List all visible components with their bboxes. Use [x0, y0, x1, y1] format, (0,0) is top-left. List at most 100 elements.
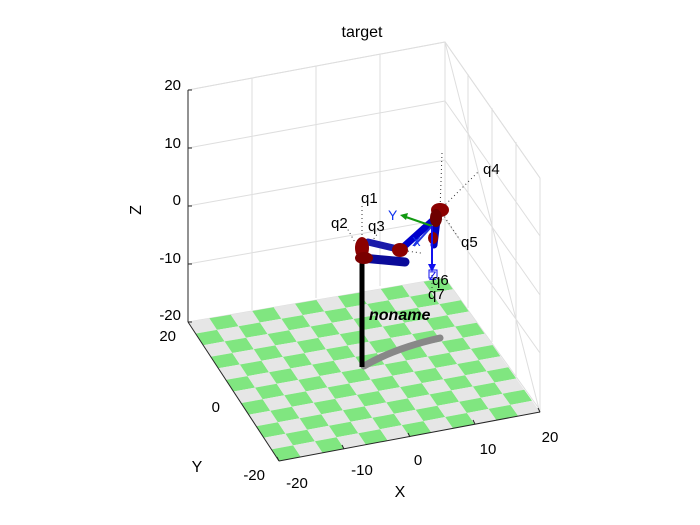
- tick-mark: [537, 407, 541, 413]
- floor-tile: [247, 372, 277, 388]
- floor-tile: [238, 322, 268, 338]
- floor-tile: [232, 349, 262, 365]
- floor-tile: [510, 400, 540, 417]
- floor-tile: [313, 398, 343, 415]
- frame-x-label: X: [412, 234, 421, 249]
- floor-tile: [431, 289, 461, 305]
- frame-z-arrowhead: [428, 264, 436, 272]
- floor-tile: [401, 421, 432, 437]
- floor-tile: [429, 390, 460, 406]
- frame-z-label: Z: [429, 269, 436, 283]
- floor-tile: [316, 296, 346, 312]
- floor-tile: [281, 315, 311, 331]
- x-tick-label: -20: [286, 475, 308, 492]
- floor-tile: [269, 368, 299, 384]
- floor-tile: [253, 345, 283, 361]
- floor-tile: [361, 326, 391, 342]
- floor-tile: [472, 382, 503, 398]
- floor-tile: [318, 334, 348, 350]
- floor-tile: [298, 376, 328, 392]
- floor-tile: [415, 405, 446, 422]
- floor-tile: [289, 326, 319, 342]
- joint-labels: q1 q2 q3 q4 q5 q6 q7: [331, 161, 500, 303]
- floor-tile: [410, 292, 440, 308]
- floor-tile: [417, 304, 448, 319]
- floor-tile: [273, 303, 303, 319]
- x-tick-label: -10: [351, 462, 373, 479]
- floor-tile: [188, 318, 217, 334]
- x-tick-labels: -20 -10 0 10 20: [286, 429, 558, 492]
- floor-tile: [370, 375, 401, 391]
- floor-tile: [224, 337, 254, 353]
- floor-tile: [439, 300, 469, 316]
- floor-tile: [267, 330, 297, 346]
- joint-cylinder: [355, 252, 373, 264]
- floor-tile: [414, 367, 444, 384]
- floor-tile: [443, 375, 473, 391]
- floor-tile: [423, 417, 453, 433]
- floor-tile: [380, 425, 410, 441]
- floor-tile: [324, 307, 354, 323]
- floor-tile: [359, 289, 389, 304]
- tick-mark: [276, 456, 280, 462]
- joint-label-q1: q1: [361, 190, 378, 207]
- floor-tile: [406, 356, 436, 372]
- frame-x-arrow: [413, 225, 433, 247]
- floor-tile: [341, 368, 371, 384]
- floor-tile: [270, 406, 300, 423]
- floor-tile: [290, 364, 320, 380]
- floor-tile: [350, 417, 380, 434]
- joint-label-q5: q5: [461, 234, 478, 251]
- floor-tile: [455, 322, 485, 338]
- joint-label-q3: q3: [368, 218, 385, 235]
- floor-tile: [494, 378, 525, 394]
- floor-tile: [372, 413, 402, 430]
- floor-tile: [299, 414, 329, 430]
- checkerboard-floor: [188, 278, 540, 461]
- floor-tile: [209, 314, 239, 330]
- z-tick-label: 20: [164, 77, 181, 94]
- joint-cylinder: [392, 243, 408, 257]
- floor-tile: [326, 345, 356, 361]
- floor-tile: [342, 406, 373, 422]
- tick-marks: [188, 89, 541, 462]
- floor-tile: [314, 437, 345, 453]
- floor-tile: [296, 337, 326, 354]
- floor-tile: [486, 367, 517, 383]
- floor-tile: [374, 311, 405, 327]
- y-tick-labels: 20 0 -20: [159, 328, 265, 484]
- floor-tile: [225, 376, 256, 392]
- floor-tile: [392, 371, 422, 388]
- floor-tile: [246, 334, 276, 350]
- floor-tile: [307, 425, 337, 442]
- floor-tile: [327, 383, 357, 399]
- floor-tile: [425, 315, 456, 331]
- floor-tile: [218, 364, 248, 380]
- floor-tile: [295, 300, 325, 316]
- floor-tile: [217, 326, 247, 342]
- floor-tile: [488, 404, 519, 421]
- floor-tile: [259, 318, 290, 334]
- end-effector-frame: Y X Z: [388, 207, 438, 283]
- floor-tile: [363, 364, 393, 380]
- floor-tile: [284, 391, 314, 407]
- floor-tile: [335, 394, 365, 411]
- floor-tile: [421, 379, 452, 395]
- axes-box: [187, 41, 541, 414]
- floor-tile: [382, 322, 413, 338]
- box-edge: [444, 41, 541, 179]
- floor-tile: [388, 296, 418, 312]
- joint-label-q6: q6: [432, 272, 449, 289]
- tick-mark: [407, 432, 411, 438]
- floor-tile: [404, 319, 434, 335]
- floor-tile: [451, 386, 481, 402]
- floor-tile: [435, 364, 466, 380]
- floor-tile: [423, 278, 453, 293]
- y-axis-line: [187, 321, 280, 462]
- y-tick-label: 0: [212, 399, 220, 416]
- robot-name-label: noname: [369, 307, 430, 324]
- floor-tile: [233, 387, 263, 404]
- floor-tile: [502, 389, 533, 405]
- frame-y-arrow: [402, 215, 433, 227]
- floor-tile: [465, 371, 495, 387]
